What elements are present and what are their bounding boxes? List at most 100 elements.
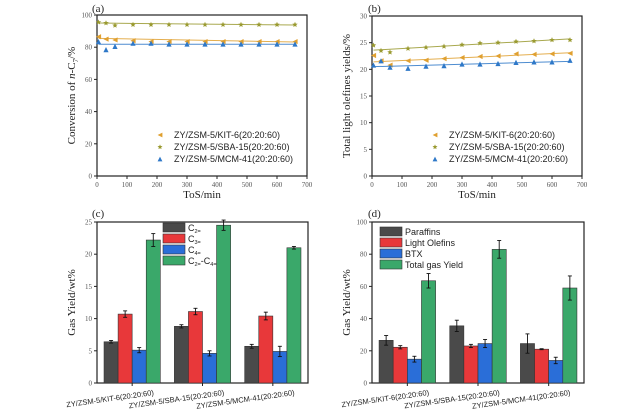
bar	[463, 345, 479, 384]
legend-swatch	[162, 222, 186, 233]
data-point	[130, 40, 136, 46]
bar	[258, 315, 274, 384]
legend-label: ZY/ZSM-5/MCM-41(20:20:60)	[174, 154, 293, 164]
bar	[103, 341, 119, 384]
x-tick-label: 700	[302, 181, 313, 189]
data-point	[495, 39, 501, 45]
y-tick-label: 60	[360, 283, 368, 291]
data-point	[432, 144, 438, 150]
legend-swatch	[162, 244, 186, 255]
x-axis-label: ToS/min	[183, 189, 221, 201]
bar	[477, 343, 493, 384]
y-axis-label: Gas Yield/wt%	[341, 269, 353, 336]
data-point	[112, 22, 118, 28]
x-tick-label: 100	[122, 181, 133, 189]
y-tick-label: 100	[357, 219, 368, 227]
fit-line	[98, 37, 296, 43]
bar	[174, 326, 189, 384]
y-tick-label: 0	[89, 380, 93, 388]
bar	[449, 325, 465, 384]
data-point	[292, 41, 298, 47]
bar	[392, 346, 408, 384]
data-point	[220, 21, 226, 27]
legend-swatch	[379, 226, 403, 237]
data-point	[387, 64, 393, 70]
y-tick-label: 25	[85, 219, 93, 227]
legend-item: ZY/ZSM-5/KIT-6(20:20:60)	[157, 130, 280, 140]
plot-frame	[96, 14, 308, 177]
y-tick-label: 80	[360, 251, 368, 259]
legend-subscript: 3=	[195, 240, 201, 246]
data-point	[184, 41, 190, 47]
y-axis-label: Total light olefines yields/%	[341, 34, 353, 158]
data-point	[405, 65, 411, 71]
legend: C2=C3=C4=C2=-C4=	[162, 222, 217, 268]
data-point	[441, 63, 447, 69]
y-tick-label: 80	[85, 44, 93, 52]
data-point	[387, 49, 393, 55]
data-point	[423, 57, 429, 63]
data-point	[95, 19, 102, 25]
data-point	[112, 43, 118, 49]
legend-item: ZY/ZSM-5/MCM-41(20:20:60)	[157, 154, 293, 164]
data-point	[513, 51, 519, 57]
series-1	[95, 19, 298, 28]
data-point	[567, 50, 573, 56]
y-tick-label: 25	[360, 39, 368, 47]
data-point	[103, 36, 109, 42]
fit-line	[373, 52, 571, 63]
legend-text: C	[188, 234, 195, 244]
y-label-part: -C	[66, 62, 78, 73]
legend-label: C3=	[188, 234, 201, 246]
y-tick-label: 0	[364, 173, 368, 181]
legend-swatch	[162, 233, 186, 244]
bar-group	[174, 219, 231, 384]
series-0	[370, 50, 573, 68]
bar	[145, 239, 161, 384]
data-point	[531, 38, 537, 44]
x-tick-label: 700	[577, 181, 588, 189]
legend-text: C	[188, 223, 195, 233]
data-point	[549, 37, 555, 43]
data-point	[531, 59, 537, 65]
data-point	[405, 45, 411, 51]
bar	[421, 280, 436, 384]
data-point	[238, 21, 244, 27]
data-point	[220, 41, 226, 47]
fit-line	[98, 22, 296, 26]
legend-label: BTX	[405, 249, 423, 259]
bar-group	[103, 233, 161, 384]
legend-item: Light Olefins	[379, 237, 456, 248]
legend-swatch	[162, 255, 186, 266]
fit-line	[373, 38, 571, 51]
legend-item: C2=-C4=	[162, 255, 217, 268]
legend-label: C2=-C4=	[188, 256, 217, 268]
data-point	[184, 21, 190, 27]
data-point	[441, 56, 447, 62]
legend-item: C2=	[162, 222, 201, 235]
data-point	[95, 34, 102, 40]
legend-item: C3=	[162, 233, 201, 246]
x-tick-label: 500	[242, 181, 253, 189]
data-point	[238, 41, 244, 47]
legend-text: C	[188, 245, 195, 255]
bar-group	[378, 273, 436, 384]
bar	[491, 249, 507, 384]
x-tick-label: 400	[212, 181, 223, 189]
y-tick-label: 5	[364, 146, 368, 154]
data-point	[477, 53, 483, 60]
legend-label: C4=	[188, 245, 201, 257]
legend-item: Paraffins	[379, 226, 441, 237]
y-tick-label: 0	[364, 380, 368, 388]
data-point	[441, 43, 447, 49]
legend-label: ZY/ZSM-5/SBA-15(20:20:60)	[174, 142, 290, 152]
data-point	[477, 61, 483, 67]
legend-swatch	[379, 237, 403, 248]
y-tick-label: 15	[85, 283, 93, 291]
y-label-italic: n	[66, 73, 78, 79]
x-tick-label: 100	[397, 181, 408, 189]
data-point	[103, 47, 109, 53]
